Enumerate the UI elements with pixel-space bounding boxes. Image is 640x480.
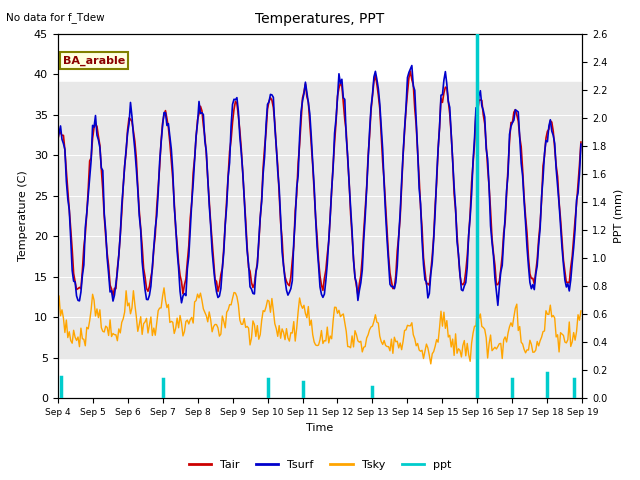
Text: BA_arable: BA_arable	[63, 56, 125, 66]
Legend: Tair, Tsurf, Tsky, ppt: Tair, Tsurf, Tsky, ppt	[184, 456, 456, 474]
Text: No data for f_Tdew: No data for f_Tdew	[6, 12, 105, 23]
Text: Temperatures, PPT: Temperatures, PPT	[255, 12, 385, 26]
Bar	[58, 82, 582, 358]
Y-axis label: PPT (mm): PPT (mm)	[613, 189, 623, 243]
Y-axis label: Temperature (C): Temperature (C)	[18, 170, 28, 262]
X-axis label: Time: Time	[307, 423, 333, 432]
